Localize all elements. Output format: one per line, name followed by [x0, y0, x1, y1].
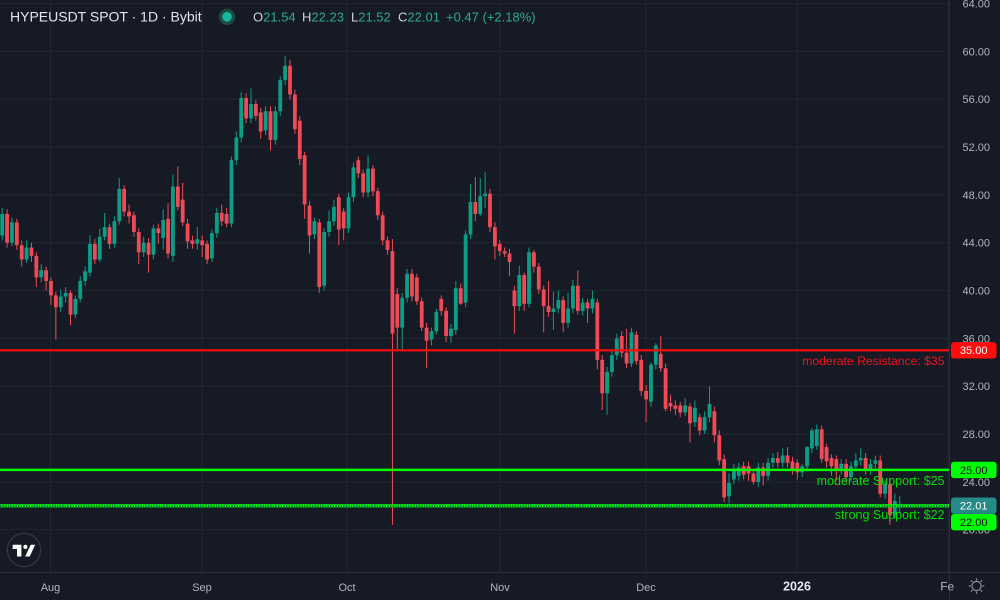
svg-text:Dec: Dec — [636, 582, 656, 594]
svg-text:24.00: 24.00 — [963, 477, 991, 489]
svg-text:22.01: 22.01 — [960, 501, 988, 513]
svg-text:22.00: 22.00 — [960, 517, 988, 529]
svg-text:25.00: 25.00 — [960, 465, 988, 477]
svg-text:O21.54: O21.54 — [253, 10, 296, 25]
svg-text:+0.47 (+2.18%): +0.47 (+2.18%) — [446, 10, 536, 25]
svg-text:Oct: Oct — [338, 582, 355, 594]
svg-text:L21.52: L21.52 — [351, 10, 391, 25]
svg-text:28.00: 28.00 — [963, 429, 991, 441]
svg-text:60.00: 60.00 — [963, 46, 991, 58]
svg-text:40.00: 40.00 — [963, 285, 991, 297]
svg-text:Sep: Sep — [192, 582, 212, 594]
svg-text:44.00: 44.00 — [963, 238, 991, 250]
svg-text:35.00: 35.00 — [960, 345, 988, 357]
svg-text:32.00: 32.00 — [963, 381, 991, 393]
svg-text:H22.23: H22.23 — [302, 10, 344, 25]
svg-text:strong Support: $22: strong Support: $22 — [835, 508, 945, 522]
svg-text:64.00: 64.00 — [963, 0, 991, 10]
svg-text:HYPEUSDT SPOT · 1D · Bybit: HYPEUSDT SPOT · 1D · Bybit — [10, 9, 202, 25]
svg-text:Aug: Aug — [41, 582, 61, 594]
svg-text:Nov: Nov — [490, 582, 510, 594]
svg-text:48.00: 48.00 — [963, 190, 991, 202]
svg-text:C22.01: C22.01 — [398, 10, 440, 25]
svg-text:56.00: 56.00 — [963, 94, 991, 106]
svg-text:moderate Resistance: $35: moderate Resistance: $35 — [802, 354, 944, 368]
svg-text:moderate Support: $25: moderate Support: $25 — [817, 474, 945, 488]
svg-text:Fe: Fe — [940, 580, 954, 594]
svg-text:52.00: 52.00 — [963, 142, 991, 154]
svg-text:2026: 2026 — [783, 580, 811, 594]
